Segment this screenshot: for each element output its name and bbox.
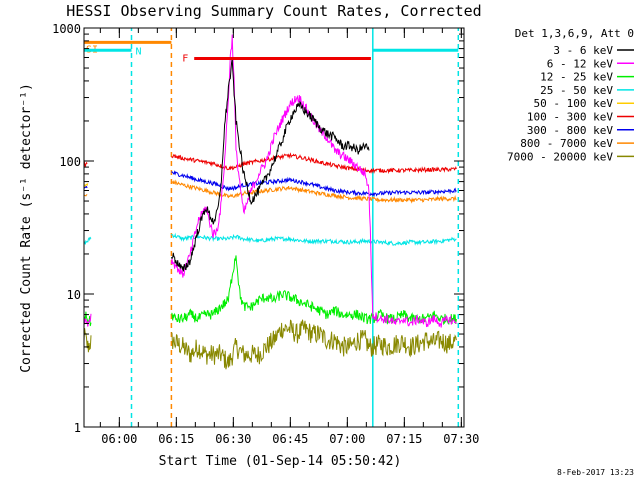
series-line bbox=[84, 170, 457, 198]
y-axis-label: Corrected Count Rate (s⁻¹ detector⁻¹) bbox=[19, 83, 34, 373]
legend-label: 100 - 300 keV bbox=[527, 111, 613, 124]
series-line bbox=[84, 179, 457, 204]
x-tick-label: 06:15 bbox=[158, 432, 194, 446]
legend-label: 7000 - 20000 keV bbox=[507, 150, 613, 163]
y-tick-label: 100 bbox=[59, 155, 81, 169]
series-line bbox=[84, 232, 457, 246]
x-tick-label: 07:15 bbox=[386, 432, 422, 446]
x-tick-label: 06:00 bbox=[101, 432, 137, 446]
series-line bbox=[170, 58, 370, 272]
bar-label: N bbox=[136, 46, 142, 57]
y-tick-label: 10 bbox=[67, 288, 81, 302]
date-stamp: 8-Feb-2017 13:23 bbox=[557, 468, 634, 477]
legend-label: 300 - 800 keV bbox=[527, 124, 613, 137]
legend-label: 6 - 12 keV bbox=[547, 57, 614, 70]
bar-label: F bbox=[182, 53, 188, 64]
x-tick-label: 07:30 bbox=[443, 432, 479, 446]
series-line bbox=[84, 183, 89, 188]
series-line bbox=[84, 152, 457, 175]
x-tick-label: 06:45 bbox=[272, 432, 308, 446]
y-tick-label: 1 bbox=[74, 421, 81, 435]
legend-title: Det 1,3,6,9, Att 0 bbox=[515, 27, 634, 40]
legend-label: 12 - 25 keV bbox=[540, 71, 613, 84]
series-line bbox=[84, 319, 457, 370]
series-line bbox=[84, 255, 457, 327]
chart-title: HESSI Observing Summary Count Rates, Cor… bbox=[66, 2, 481, 20]
y-tick-label: 1000 bbox=[52, 22, 81, 36]
series-line bbox=[84, 34, 457, 328]
legend-label: 50 - 100 keV bbox=[534, 97, 614, 110]
legend-label: 800 - 7000 keV bbox=[520, 137, 613, 150]
x-tick-label: 06:30 bbox=[215, 432, 251, 446]
legend-label: 3 - 6 keV bbox=[553, 44, 613, 57]
x-axis-label: Start Time (01-Sep-14 05:50:42) bbox=[159, 454, 402, 469]
x-tick-label: 07:00 bbox=[329, 432, 365, 446]
legend-label: 25 - 50 keV bbox=[540, 84, 613, 97]
plot-frame bbox=[83, 27, 465, 428]
